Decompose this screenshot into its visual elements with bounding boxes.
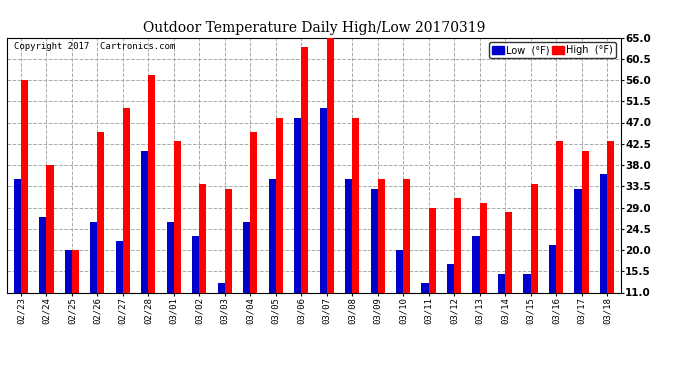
- Bar: [250, 132, 257, 345]
- Bar: [192, 236, 199, 345]
- Bar: [39, 217, 46, 345]
- Bar: [97, 132, 104, 345]
- Bar: [473, 236, 480, 345]
- Legend: Low  (°F), High  (°F): Low (°F), High (°F): [489, 42, 616, 58]
- Bar: [90, 222, 97, 345]
- Bar: [600, 174, 607, 345]
- Bar: [498, 274, 505, 345]
- Bar: [352, 118, 359, 345]
- Bar: [549, 245, 556, 345]
- Bar: [454, 198, 461, 345]
- Bar: [225, 189, 232, 345]
- Title: Outdoor Temperature Daily High/Low 20170319: Outdoor Temperature Daily High/Low 20170…: [143, 21, 485, 35]
- Bar: [574, 189, 582, 345]
- Bar: [46, 165, 54, 345]
- Bar: [607, 141, 614, 345]
- Bar: [428, 207, 436, 345]
- Bar: [556, 141, 563, 345]
- Bar: [422, 283, 428, 345]
- Bar: [217, 283, 225, 345]
- Bar: [377, 179, 385, 345]
- Bar: [302, 47, 308, 345]
- Bar: [447, 264, 454, 345]
- Bar: [116, 240, 123, 345]
- Bar: [524, 274, 531, 345]
- Bar: [148, 75, 155, 345]
- Bar: [345, 179, 352, 345]
- Bar: [123, 108, 130, 345]
- Bar: [403, 179, 411, 345]
- Bar: [72, 250, 79, 345]
- Bar: [243, 222, 250, 345]
- Bar: [294, 118, 302, 345]
- Bar: [199, 184, 206, 345]
- Bar: [319, 108, 326, 345]
- Bar: [531, 184, 538, 345]
- Bar: [371, 189, 377, 345]
- Bar: [14, 179, 21, 345]
- Bar: [174, 141, 181, 345]
- Bar: [505, 212, 512, 345]
- Bar: [65, 250, 72, 345]
- Bar: [141, 151, 148, 345]
- Bar: [276, 118, 283, 345]
- Bar: [268, 179, 276, 345]
- Bar: [326, 38, 334, 345]
- Bar: [582, 151, 589, 345]
- Bar: [167, 222, 174, 345]
- Bar: [396, 250, 403, 345]
- Bar: [480, 203, 486, 345]
- Text: Copyright 2017  Cartronics.com: Copyright 2017 Cartronics.com: [14, 42, 175, 51]
- Bar: [21, 80, 28, 345]
